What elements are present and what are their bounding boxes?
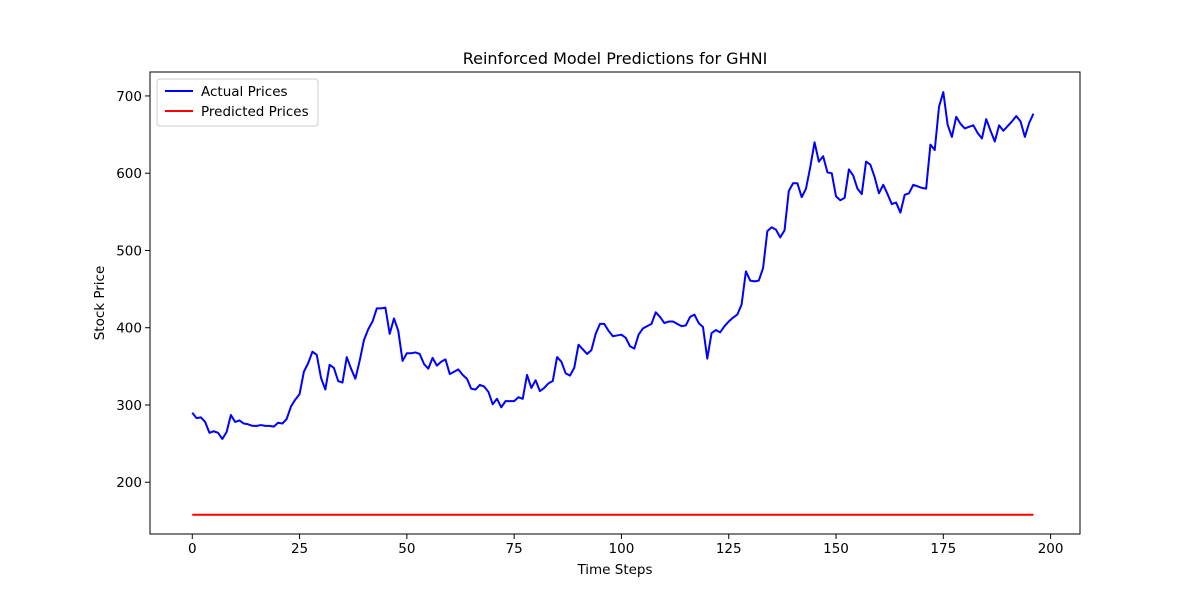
x-tick-label: 150 <box>823 541 849 557</box>
y-tick-label: 500 <box>116 243 142 259</box>
x-tick-label: 25 <box>291 541 308 557</box>
x-tick-label: 75 <box>506 541 523 557</box>
x-axis: 0 25 50 75 100 125 150 175 200 <box>188 534 1064 557</box>
x-tick-label: 200 <box>1038 541 1064 557</box>
x-tick-label: 0 <box>188 541 197 557</box>
legend-label-actual: Actual Prices <box>201 84 288 100</box>
legend: Actual Prices Predicted Prices <box>156 78 319 127</box>
y-tick-label: 200 <box>116 475 142 491</box>
y-tick-label: 400 <box>116 321 142 337</box>
legend-label-predicted: Predicted Prices <box>201 104 309 120</box>
x-tick-label: 175 <box>930 541 956 557</box>
y-axis-label: Stock Price <box>92 266 108 341</box>
x-tick-label: 100 <box>609 541 635 557</box>
y-axis: 200 300 400 500 600 700 <box>116 89 150 491</box>
x-tick-label: 50 <box>398 541 415 557</box>
chart-title: Reinforced Model Predictions for GHNI <box>463 49 768 68</box>
actual-prices-line <box>191 91 1035 440</box>
plot-area <box>149 71 1081 535</box>
y-tick-label: 300 <box>116 398 142 414</box>
x-tick-label: 125 <box>716 541 742 557</box>
y-tick-label: 700 <box>116 89 142 105</box>
x-axis-label: Time Steps <box>576 562 652 578</box>
legend-box <box>156 78 319 127</box>
series-group <box>191 91 1035 516</box>
y-tick-label: 600 <box>116 166 142 182</box>
